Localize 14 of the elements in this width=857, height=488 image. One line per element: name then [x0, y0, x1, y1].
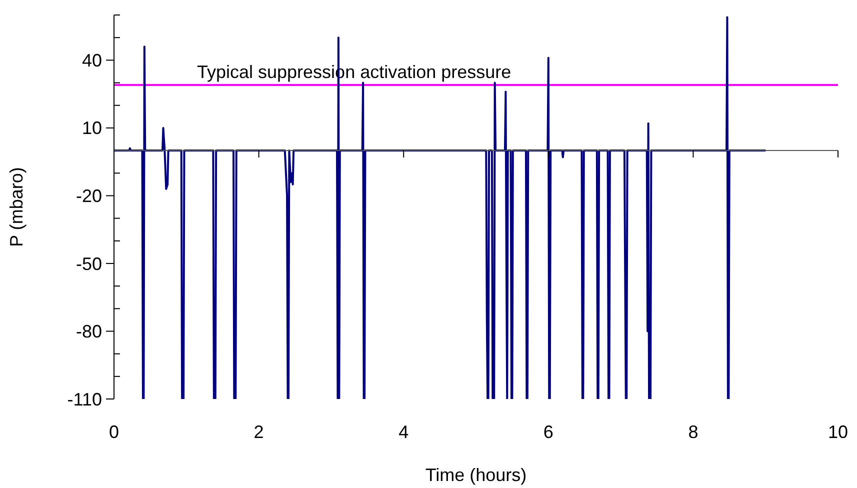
y-tick-label: 40 — [82, 50, 102, 70]
y-tick-label: 10 — [82, 118, 102, 138]
x-tick-label: 6 — [543, 422, 554, 442]
y-tick-label: -80 — [76, 322, 102, 342]
y-tick-label: -110 — [67, 389, 102, 410]
y-tick-label: -50 — [76, 254, 102, 274]
x-axis-title: Time (hours) — [425, 465, 527, 485]
x-tick-label: 0 — [108, 422, 120, 442]
x-tick-label: 8 — [688, 422, 698, 442]
x-tick-label: 10 — [828, 422, 848, 442]
x-tick-label: 4 — [398, 422, 409, 442]
y-tick-label: -20 — [76, 186, 102, 206]
y-axis-title: P (mbaro) — [6, 167, 26, 247]
x-tick-label: 2 — [254, 422, 264, 442]
